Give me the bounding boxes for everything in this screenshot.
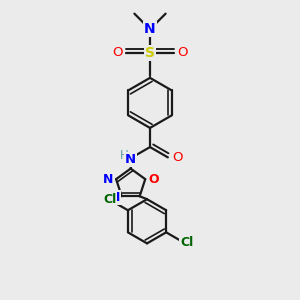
Text: O: O xyxy=(148,172,159,186)
Text: Cl: Cl xyxy=(103,193,116,206)
Text: N: N xyxy=(103,172,113,186)
Text: N: N xyxy=(110,191,120,204)
Text: O: O xyxy=(177,46,188,59)
Text: O: O xyxy=(172,151,182,164)
Text: Cl: Cl xyxy=(180,236,194,249)
Text: N: N xyxy=(125,153,136,166)
Text: H: H xyxy=(119,149,128,162)
Text: N: N xyxy=(144,22,156,36)
Text: O: O xyxy=(112,46,123,59)
Text: S: S xyxy=(145,46,155,60)
